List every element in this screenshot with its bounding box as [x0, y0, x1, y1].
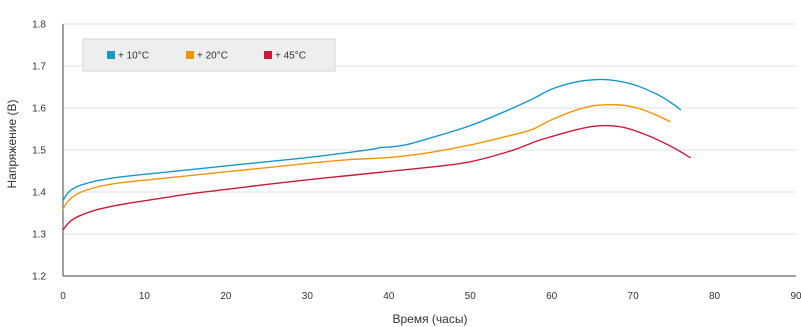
x-tick-label: 60 [546, 291, 558, 302]
x-tick-label: 80 [709, 291, 721, 302]
series-line-2 [62, 103, 671, 210]
y-axis-title: Напряжение (В) [5, 100, 19, 189]
axes [62, 24, 796, 277]
tick-labels: 1.2 1.3 1.4 1.5 1.6 1.7 1.8 0 10 20 30 40 50 60 70 80 90 [32, 20, 801, 303]
x-tick-label: 30 [302, 291, 314, 302]
series-line-1 [62, 78, 682, 202]
y-tick-label: 1.7 [32, 62, 46, 73]
legend-box [82, 38, 336, 72]
x-tick-label: 40 [383, 291, 395, 302]
legend: + 10°C + 20°C + 45°C [82, 38, 336, 72]
x-tick-label: 70 [628, 291, 640, 302]
series-lines [62, 78, 691, 231]
series-line-3 [62, 124, 691, 231]
x-tick-label: 10 [139, 291, 151, 302]
legend-label-1: + 10°C [118, 51, 149, 62]
y-tick-label: 1.4 [32, 188, 46, 199]
y-tick-label: 1.2 [32, 272, 46, 283]
y-tick-label: 1.3 [32, 230, 46, 241]
legend-label-2: + 20°C [197, 51, 228, 62]
legend-swatch-1 [107, 51, 115, 59]
x-tick-label: 90 [790, 291, 801, 302]
legend-label-3: + 45°C [275, 51, 306, 62]
x-axis-title: Время (часы) [393, 312, 468, 326]
x-tick-label: 50 [465, 291, 477, 302]
x-tick-label: 0 [60, 291, 66, 302]
x-tick-label: 20 [220, 291, 232, 302]
legend-swatch-3 [264, 51, 272, 59]
y-tick-label: 1.6 [32, 104, 46, 115]
legend-swatch-2 [186, 51, 194, 59]
y-tick-label: 1.5 [32, 146, 46, 157]
y-tick-label: 1.8 [32, 20, 46, 31]
